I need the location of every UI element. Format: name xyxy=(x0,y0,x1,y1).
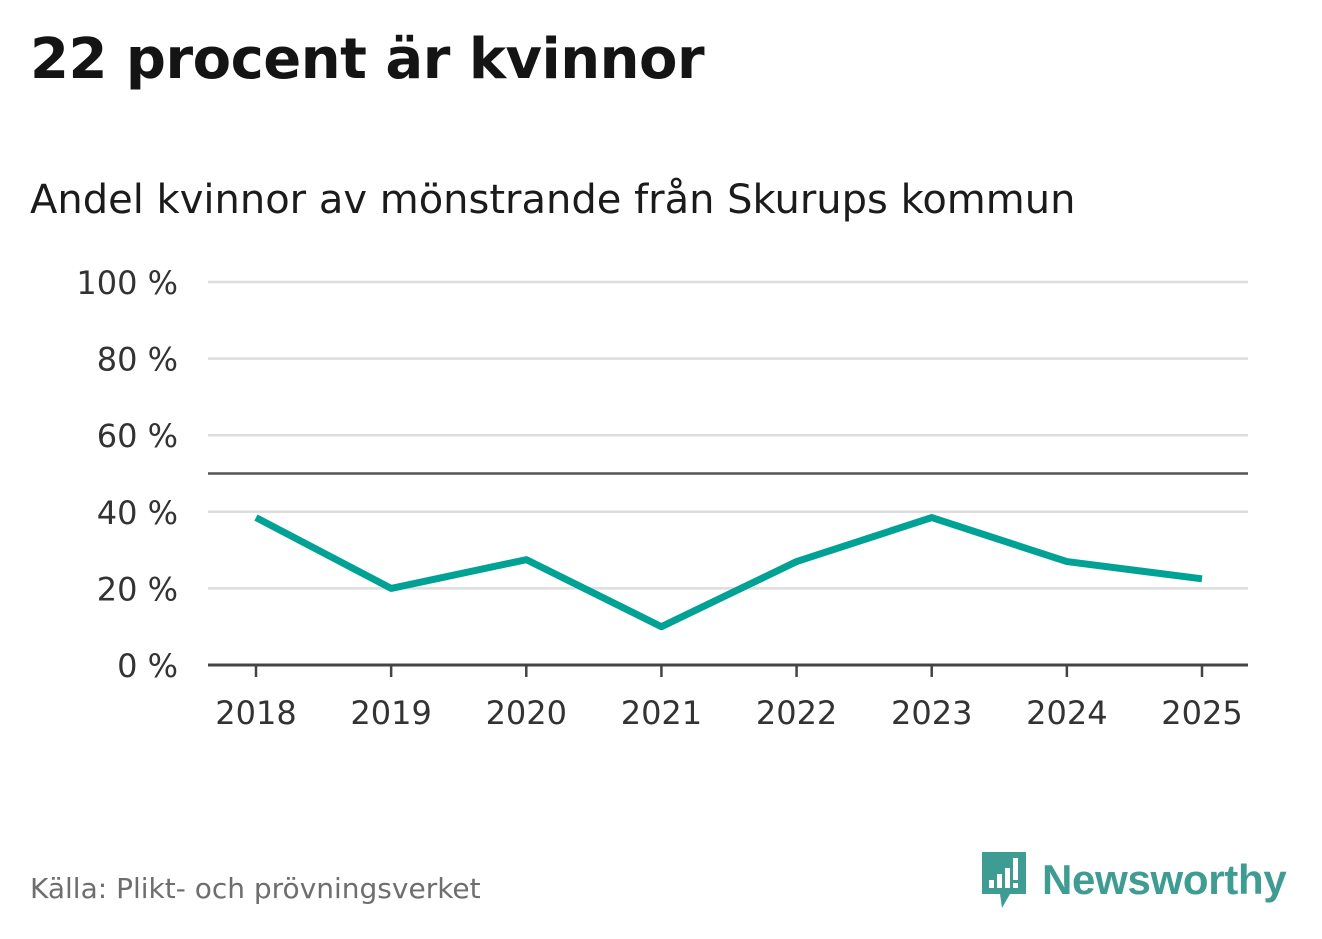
newsworthy-logo-icon xyxy=(982,852,1026,908)
y-tick-label: 60 % xyxy=(97,417,178,455)
y-tick-label: 20 % xyxy=(97,570,178,608)
y-tick-label: 0 % xyxy=(117,647,178,685)
brand-name: Newsworthy xyxy=(1042,856,1287,903)
grid-lines xyxy=(208,280,1248,590)
y-tick-label: 100 % xyxy=(76,264,178,302)
x-tick-label: 2022 xyxy=(756,694,837,732)
x-axis xyxy=(208,663,1248,677)
x-tick-label: 2019 xyxy=(350,694,431,732)
source-note: Källa: Plikt- och prövningsverket xyxy=(30,872,481,905)
chart-subtitle: Andel kvinnor av mönstrande från Skurups… xyxy=(30,177,1076,223)
x-tick-label: 2020 xyxy=(486,694,567,732)
y-tick-label: 80 % xyxy=(97,341,178,379)
series-layer xyxy=(254,514,1203,631)
x-tick-label: 2018 xyxy=(215,694,296,732)
x-tick-label: 2023 xyxy=(891,694,972,732)
chart-title: 22 procent är kvinnor xyxy=(30,27,705,92)
x-tick-label: 2021 xyxy=(621,694,702,732)
brand-logo[interactable]: Newsworthy xyxy=(980,850,1287,910)
series-line xyxy=(254,514,1203,631)
tick-labels: 0 % 20 % 40 % 60 % 80 % 100 % 2018 2019 2020 2021… xyxy=(76,264,1242,732)
x-tick-label: 2024 xyxy=(1026,694,1107,732)
y-tick-label: 40 % xyxy=(97,494,178,532)
x-tick-label: 2025 xyxy=(1161,694,1242,732)
